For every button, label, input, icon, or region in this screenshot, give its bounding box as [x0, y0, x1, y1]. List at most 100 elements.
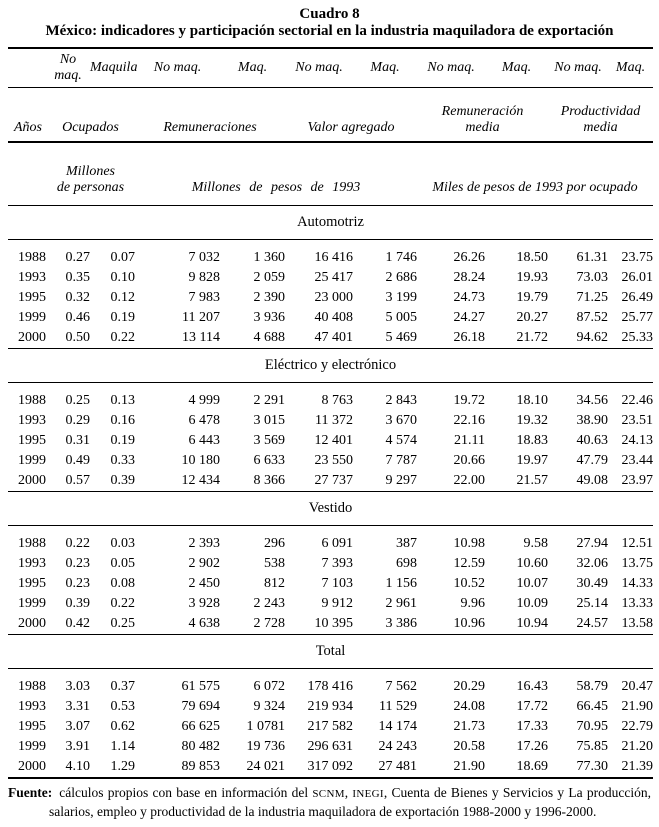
table-row: 1999 3.91 1.14 80 482 19 736 296 631 24 243 20.… — [8, 737, 653, 757]
value-cell: 3 386 — [385, 616, 418, 631]
empty-cell — [8, 48, 46, 88]
subcol-header: No maq. — [135, 48, 220, 88]
year-cell: 1999 — [18, 310, 46, 325]
value-cell: 0.42 — [65, 616, 91, 631]
value-cell: 0.03 — [110, 536, 136, 551]
value-cell: 21.39 — [621, 759, 654, 774]
value-cell: 0.46 — [65, 310, 91, 325]
value-cell: 23 000 — [314, 290, 354, 305]
section-header-row: Eléctrico y electrónico — [8, 348, 653, 383]
value-cell: 13.58 — [621, 616, 654, 631]
subcol-header: No maq. — [417, 48, 485, 88]
value-cell: 2 390 — [253, 290, 286, 305]
year-cell: 1988 — [18, 393, 46, 408]
value-cell: 1.29 — [110, 759, 136, 774]
value-cell: 21.72 — [516, 330, 549, 345]
value-cell: 24.73 — [453, 290, 486, 305]
table-row: 2000 0.42 0.25 4 638 2 728 10 395 3 386 10.96 10… — [8, 614, 653, 635]
value-cell: 20.47 — [621, 679, 654, 694]
value-cell: 21.57 — [516, 473, 549, 488]
value-cell: 10.98 — [453, 536, 486, 551]
value-cell: 4.10 — [65, 759, 91, 774]
value-cell: 34.56 — [576, 393, 609, 408]
table-row: 2000 0.57 0.39 12 434 8 366 27 737 9 297 22.00 2… — [8, 471, 653, 492]
section-title: Automotriz — [8, 205, 653, 240]
value-cell: 11 372 — [315, 413, 353, 428]
years-header: Años — [8, 87, 46, 143]
group-header-row: Años Ocupados Remuneraciones Valor agreg… — [8, 87, 653, 143]
value-cell: 2 450 — [188, 576, 221, 591]
year-cell: 1995 — [18, 290, 46, 305]
value-cell: 0.53 — [110, 699, 136, 714]
value-cell: 2 393 — [188, 536, 221, 551]
value-cell: 13 114 — [182, 330, 220, 345]
table-section: Automotriz 1988 0.27 0.07 7 032 1 360 16 416 1 … — [8, 205, 653, 349]
value-cell: 9.96 — [460, 596, 486, 611]
table-row: 1988 0.27 0.07 7 032 1 360 16 416 1 746 26.26 18… — [8, 240, 653, 269]
value-cell: 14.33 — [621, 576, 654, 591]
table-row: 1995 0.23 0.08 2 450 812 7 103 1 156 10.52 10.07… — [8, 574, 653, 594]
value-cell: 16.43 — [516, 679, 549, 694]
value-cell: 19 736 — [246, 739, 286, 754]
value-cell: 1 746 — [385, 250, 418, 265]
value-cell: 0.12 — [110, 290, 136, 305]
value-cell: 47.79 — [576, 453, 609, 468]
value-cell: 5 469 — [385, 330, 418, 345]
value-cell: 2 686 — [385, 270, 418, 285]
value-cell: 9.58 — [523, 536, 549, 551]
value-cell: 0.13 — [110, 393, 136, 408]
value-cell: 296 631 — [307, 739, 354, 754]
units-pesos: Millones de pesos de 1993 — [135, 142, 417, 206]
value-cell: 7 032 — [188, 250, 221, 265]
source-label: Fuente: — [8, 785, 53, 800]
value-cell: 73.03 — [576, 270, 609, 285]
value-cell: 8 763 — [321, 393, 354, 408]
empty-cell — [8, 142, 46, 206]
value-cell: 58.79 — [576, 679, 609, 694]
data-table: No maq. Maquila No maq. Maq. No maq. Maq… — [8, 47, 653, 779]
value-cell: 3 199 — [385, 290, 418, 305]
value-cell: 22.00 — [453, 473, 486, 488]
value-cell: 32.06 — [576, 556, 609, 571]
value-cell: 38.90 — [576, 413, 609, 428]
value-cell: 10.60 — [516, 556, 549, 571]
value-cell: 2 291 — [253, 393, 286, 408]
value-cell: 0.62 — [110, 719, 136, 734]
table-row: 1988 0.22 0.03 2 393 296 6 091 387 10.98 9.58 27.… — [8, 526, 653, 555]
acronym-inegi: INEGI — [352, 788, 384, 800]
value-cell: 3.31 — [65, 699, 91, 714]
value-cell: 12.51 — [621, 536, 654, 551]
year-cell: 2000 — [18, 473, 46, 488]
table-row: 1999 0.49 0.33 10 180 6 633 23 550 7 787 20.66 1… — [8, 451, 653, 471]
group-header-valor-agregado: Valor agregado — [285, 87, 417, 143]
year-cell: 1995 — [18, 433, 46, 448]
table-row: 2000 0.50 0.22 13 114 4 688 47 401 5 469 26.18 2… — [8, 328, 653, 349]
value-cell: 7 787 — [385, 453, 418, 468]
year-cell: 1999 — [18, 453, 46, 468]
value-cell: 0.39 — [110, 473, 136, 488]
value-cell: 16 416 — [314, 250, 354, 265]
table-row: 1993 3.31 0.53 79 694 9 324 219 934 11 529 24.0… — [8, 697, 653, 717]
value-cell: 3.07 — [65, 719, 91, 734]
value-cell: 7 983 — [188, 290, 221, 305]
value-cell: 19.97 — [516, 453, 549, 468]
value-cell: 66.45 — [576, 699, 609, 714]
value-cell: 0.05 — [110, 556, 136, 571]
value-cell: 3 569 — [253, 433, 286, 448]
value-cell: 27 481 — [378, 759, 418, 774]
value-cell: 7 393 — [321, 556, 354, 571]
table-number-title: Cuadro 8 — [299, 6, 360, 22]
value-cell: 538 — [264, 556, 285, 571]
value-cell: 23.97 — [621, 473, 654, 488]
value-cell: 94.62 — [576, 330, 609, 345]
subcol-header: Maquila — [90, 48, 137, 88]
value-cell: 10 180 — [181, 453, 221, 468]
value-cell: 0.29 — [65, 413, 91, 428]
value-cell: 20.29 — [453, 679, 486, 694]
year-cell: 1988 — [18, 250, 46, 265]
value-cell: 7 103 — [321, 576, 354, 591]
value-cell: 3.91 — [65, 739, 91, 754]
value-cell: 21.90 — [453, 759, 486, 774]
year-cell: 1988 — [18, 679, 46, 694]
value-cell: 1.14 — [110, 739, 136, 754]
